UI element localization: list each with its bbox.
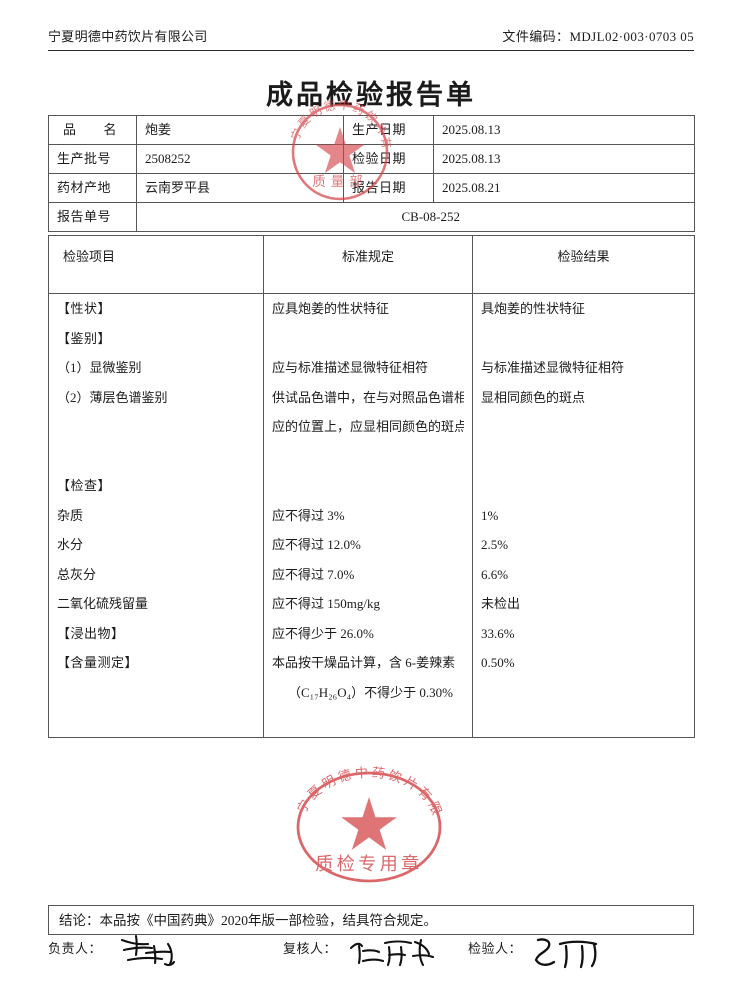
result-line: 显相同颜色的斑点: [481, 389, 586, 405]
product-name-value: 炮姜: [136, 115, 344, 145]
report-no-label: 报告单号: [48, 202, 137, 232]
standard-line: 本品按干燥品计算，含 6-姜辣素: [272, 655, 456, 670]
item-line: 二氧化硫残留量: [57, 596, 149, 611]
table-row: 生产批号 2508252 检验日期 2025.08.13: [48, 144, 695, 174]
company-name: 宁夏明德中药饮片有限公司: [48, 29, 208, 44]
standard-line: 应不得少于 26.0%: [272, 625, 374, 641]
results-body-row: 【性状】 【鉴别】 （1）显微鉴别 （2）薄层色谱鉴别 . . 【检查】 杂质 …: [48, 293, 695, 738]
standard-line: .: [272, 471, 464, 501]
conclusion-text: 结论：本品按《中国药典》2020年版一部检验，结具符合规定。: [48, 905, 694, 935]
results-item-column: 【性状】 【鉴别】 （1）显微鉴别 （2）薄层色谱鉴别 . . 【检查】 杂质 …: [48, 293, 264, 738]
result-line: .: [481, 471, 686, 501]
item-line: （1）显微鉴别: [57, 360, 142, 375]
svg-text:宁夏明德中药饮片有限公司: 宁夏明德中药饮片有限公司: [284, 763, 446, 820]
report-no-spacer: [136, 202, 344, 232]
inspection-date-label: 检验日期: [343, 144, 434, 174]
table-row: 品 名 炮姜 生产日期 2025.08.13: [48, 115, 695, 145]
signature-block-inspector: 检验人：: [468, 938, 598, 969]
signature-row: 负责人： 复核人：: [48, 934, 694, 994]
signature-label: 检验人：: [468, 941, 523, 956]
item-line: 【鉴别】: [57, 330, 112, 346]
signature-handwriting: [345, 934, 440, 970]
table-row: 报告单号 CB-08-252: [48, 202, 695, 232]
signature-handwriting: [530, 934, 625, 970]
result-line: 未检出: [481, 596, 521, 611]
standard-line: 应的位置上，应显相同颜色的斑点: [272, 419, 464, 434]
production-date-label: 生产日期: [343, 115, 434, 145]
result-line: .: [481, 412, 686, 442]
item-line: （2）薄层色谱鉴别: [57, 389, 168, 405]
signature-block-reviewer: 复核人：: [283, 938, 435, 967]
signature-label: 负责人：: [48, 941, 103, 956]
standard-line: 应不得过 3%: [272, 507, 345, 523]
item-line: 【含量测定】: [57, 655, 139, 670]
signature-block-responsible: 负责人：: [48, 934, 176, 967]
origin-label: 药材产地: [48, 173, 137, 203]
result-line: 2.5%: [481, 537, 509, 552]
column-header-standard: 标准规定: [263, 235, 473, 294]
results-result-column: 具炮姜的性状特征 . 与标准描述显微特征相符 显相同颜色的斑点 . . . 1%…: [472, 293, 695, 738]
column-header-result: 检验结果: [472, 235, 695, 294]
item-line: .: [57, 678, 255, 708]
result-line: 6.6%: [481, 566, 509, 582]
result-line: .: [481, 442, 686, 472]
svg-text:质检专用章: 质检专用章: [315, 854, 423, 874]
item-line: 杂质: [57, 507, 84, 523]
standard-line: .: [272, 324, 464, 354]
signature-handwriting: [110, 934, 205, 970]
report-no-value: CB-08-252: [343, 202, 695, 232]
standard-line: 应与标准描述显微特征相符: [272, 360, 429, 375]
production-date-value: 2025.08.13: [433, 115, 695, 145]
standard-line: .: [272, 707, 464, 737]
standard-line: 供试品色谱中，在与对照品色谱相: [272, 389, 464, 405]
result-line: .: [481, 324, 686, 354]
standard-line: 应不得过 7.0%: [272, 566, 355, 582]
report-date-label: 报告日期: [343, 173, 434, 203]
product-info-table: 品 名 炮姜 生产日期 2025.08.13 生产批号 2508252 检验日期…: [48, 115, 695, 232]
results-header-row: 检验项目 标准规定 检验结果: [48, 235, 695, 294]
product-name-label: 品 名: [48, 115, 137, 145]
item-line: 【性状】: [57, 301, 112, 316]
item-line: 【检查】: [57, 478, 112, 493]
results-standard-column: 应具炮姜的性状特征 . 应与标准描述显微特征相符 供试品色谱中，在与对照品色谱相…: [263, 293, 473, 738]
standard-line: 应具炮姜的性状特征: [272, 301, 390, 316]
result-line: .: [481, 678, 686, 708]
result-line: .: [481, 707, 686, 737]
standard-line: .: [272, 442, 464, 472]
standard-line: 应不得过 150mg/kg: [272, 596, 380, 611]
batch-no-value: 2508252: [136, 144, 344, 174]
product-name-label-text: 品 名: [63, 122, 118, 138]
document-code: 文件编码：MDJL02·003·0703 05: [502, 26, 694, 45]
report-date-value: 2025.08.21: [433, 173, 695, 203]
item-line: 水分: [57, 537, 84, 552]
document-code-value: MDJL02·003·0703 05: [569, 29, 694, 44]
inspection-date-value: 2025.08.13: [433, 144, 695, 174]
document-header: 宁夏明德中药饮片有限公司 文件编码：MDJL02·003·0703 05: [48, 26, 694, 51]
result-line: 与标准描述显微特征相符: [481, 360, 625, 375]
result-line: 33.6%: [481, 625, 515, 641]
result-line: 具炮姜的性状特征: [481, 301, 586, 316]
batch-no-label: 生产批号: [48, 144, 137, 174]
standard-line: 应不得过 12.0%: [272, 537, 361, 552]
signature-label: 复核人：: [283, 941, 338, 956]
result-line: 1%: [481, 507, 499, 523]
page-title: 成品检验报告单: [266, 80, 476, 110]
result-line: 0.50%: [481, 655, 515, 670]
origin-value: 云南罗平县: [136, 173, 344, 203]
item-line: .: [57, 412, 255, 442]
column-header-item: 检验项目: [48, 235, 264, 294]
inspection-results-table: 检验项目 标准规定 检验结果 【性状】 【鉴别】 （1）显微鉴别 （2）薄层色谱…: [48, 235, 695, 738]
document-code-label: 文件编码：: [502, 29, 570, 44]
qc-official-seal: 宁夏明德中药饮片有限公司 质检专用章: [284, 763, 454, 887]
item-line: .: [57, 707, 255, 737]
table-row: 药材产地 云南罗平县 报告日期 2025.08.21: [48, 173, 695, 203]
item-line: .: [57, 442, 255, 472]
item-line: 【浸出物】: [57, 625, 125, 641]
standard-line: （C₁₇H₂₆O₄）不得少于 0.30%: [288, 684, 453, 700]
item-line: 总灰分: [57, 566, 97, 582]
